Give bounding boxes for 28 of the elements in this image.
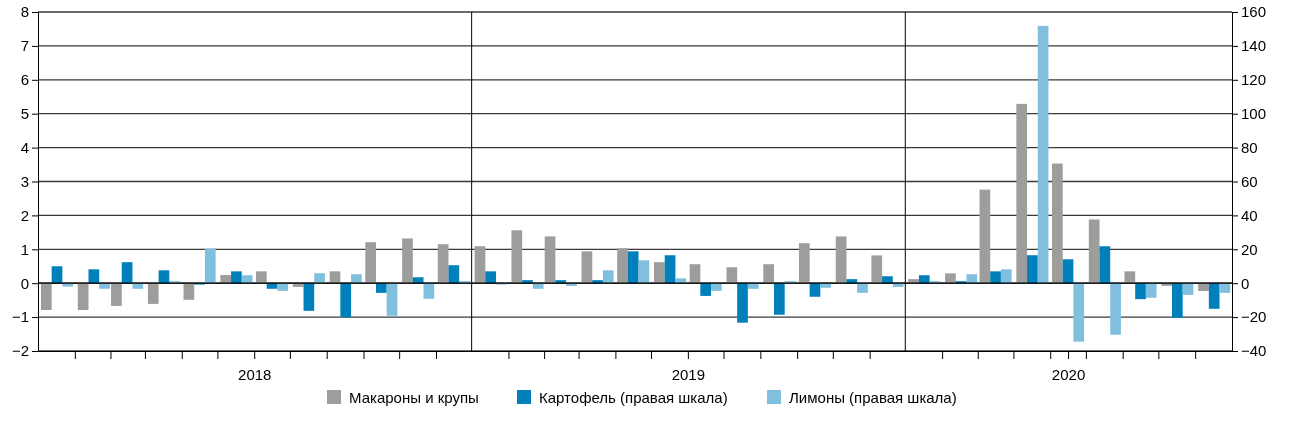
y2-tick-label: −40	[1241, 342, 1267, 360]
y-tick-label: −2	[11, 342, 29, 360]
y2-tick-label: 140	[1241, 37, 1267, 55]
y-tick-label: 5	[20, 105, 29, 122]
y2-tick-label: 0	[1241, 274, 1250, 292]
y2-tick-label: 120	[1241, 71, 1267, 89]
y-tick-label: 3	[20, 172, 29, 190]
y-tick-label: 8	[20, 3, 29, 21]
y-tick-label: −1	[11, 308, 29, 326]
legend-label: Картофель (правая шкала)	[539, 389, 728, 406]
y-tick-label: 2	[20, 206, 29, 224]
x-tick-label: 2018	[238, 366, 272, 383]
y2-tick-label: 20	[1241, 240, 1258, 258]
y-tick-label: 7	[20, 37, 29, 55]
legend-label: Лимоны (правая шкала)	[789, 389, 957, 406]
x-tick-label: 2020	[1051, 366, 1086, 383]
y-tick-label: 6	[20, 71, 29, 89]
y-tick-label: 4	[20, 138, 29, 156]
y2-tick-label: 160	[1241, 3, 1267, 21]
y2-tick-label: 100	[1241, 105, 1267, 122]
y2-tick-label: 60	[1241, 172, 1258, 190]
legend-label: Макароны и крупы	[349, 389, 479, 406]
y-tick-label: 0	[20, 274, 29, 292]
y-tick-label: 1	[20, 240, 29, 258]
y2-tick-label: 80	[1241, 138, 1258, 156]
y2-tick-label: −20	[1241, 308, 1267, 326]
y2-tick-label: 40	[1241, 206, 1258, 224]
x-tick-label: 2019	[671, 366, 706, 383]
